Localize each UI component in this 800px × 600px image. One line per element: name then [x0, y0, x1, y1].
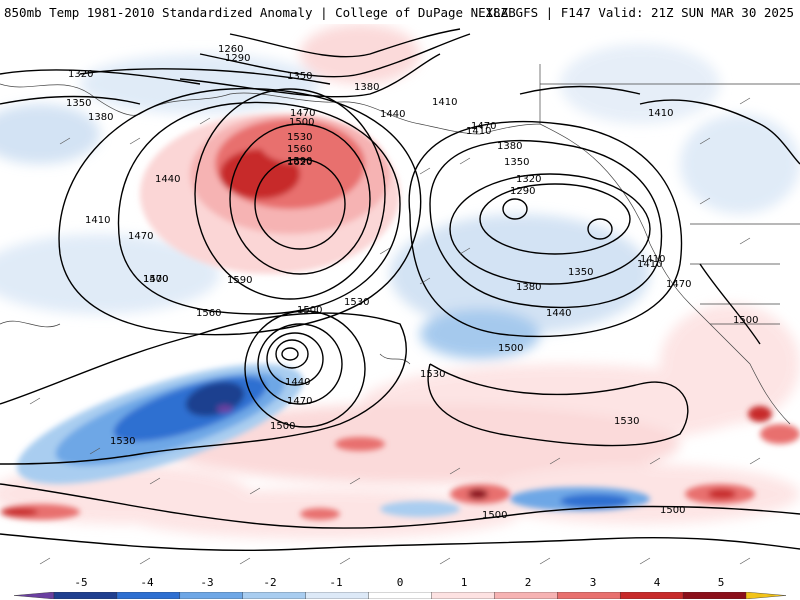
contour-label: 1500	[270, 421, 295, 432]
contour-label: 1560	[287, 144, 312, 155]
contour-label: 1440	[155, 174, 180, 185]
contour-label: 1260	[218, 44, 243, 55]
contour-label: 1440	[380, 109, 405, 120]
contour-label: 1500	[482, 510, 507, 521]
contour-label: 1380	[516, 282, 541, 293]
colorbar-label: -4	[140, 576, 154, 589]
contour-label: 1290	[225, 53, 250, 64]
model-valid-time: 18Z GFS | F147 Valid: 21Z SUN MAR 30 202…	[485, 5, 794, 20]
colorbar-swatch	[14, 592, 55, 599]
contour-label: 1500	[297, 305, 322, 316]
contour-label: 1620	[287, 157, 312, 168]
contour-label: 1440	[546, 308, 571, 319]
contour-label: 1530	[344, 297, 369, 308]
colorbar-label: -5	[74, 576, 88, 589]
contour-label: 1560	[196, 308, 221, 319]
contour-label: 1590	[287, 156, 312, 167]
contour-label: 1410	[432, 97, 457, 108]
colorbar-label: 0	[396, 576, 404, 589]
contour-label: 1380	[354, 82, 379, 93]
contour-label: 1530	[287, 132, 312, 143]
contour-label: 1350	[287, 71, 312, 82]
contour-label: 1530	[110, 436, 135, 447]
contour-label: 1350	[504, 157, 529, 168]
anomaly-colorbar: -5 -4 -3 -2 -1 0 1 2 3 4 5	[0, 576, 800, 600]
contour-label: 1410	[466, 126, 491, 137]
contour-label: 1500	[498, 343, 523, 354]
contour-label: 1350	[66, 98, 91, 109]
contour-label: 1440	[285, 377, 310, 388]
contour-label: 1470	[143, 274, 168, 285]
contour-label: 1290	[510, 186, 535, 197]
contour-label: 1500	[660, 505, 685, 516]
colorbar-label: 4	[653, 576, 661, 589]
colorbar-label: -3	[200, 576, 214, 589]
contour-label: 1500	[289, 117, 314, 128]
colorbar-swatch	[682, 592, 747, 599]
colorbar-swatch	[619, 592, 684, 599]
colorbar-swatch	[431, 592, 496, 599]
contour-label: 1530	[420, 369, 445, 380]
colorbar-label: 5	[717, 576, 725, 589]
wind-barbs	[29, 97, 761, 565]
colorbar-swatch	[53, 592, 118, 599]
contour-labels: 1260 1290 1320 1350 1350 1380 1380 1410 …	[66, 44, 758, 521]
colorbar-swatch	[745, 592, 786, 599]
colorbar-labels: -5 -4 -3 -2 -1 0 1 2 3 4 5	[0, 576, 800, 590]
contour-label: 1470	[128, 231, 153, 242]
colorbar-swatch	[368, 592, 433, 599]
colorbar-swatch	[557, 592, 621, 599]
colorbar-swatch	[494, 592, 558, 599]
colorbar-label: 1	[460, 576, 468, 589]
contour-label: 1380	[497, 141, 522, 152]
colorbar-swatch	[116, 592, 181, 599]
contour-label: 1470	[287, 396, 312, 407]
colorbar-gradient	[14, 592, 786, 599]
contour-label: 1380	[88, 112, 113, 123]
colorbar-swatch	[305, 592, 370, 599]
colorbar-label: -1	[329, 576, 343, 589]
contour-label: 1320	[516, 174, 541, 185]
contour-label: 1500	[733, 315, 758, 326]
contour-label: 1350	[568, 267, 593, 278]
colorbar-swatch	[242, 592, 307, 599]
contour-label: 1590	[227, 275, 252, 286]
contour-label: 1410	[640, 254, 665, 265]
contour-label: 1410	[648, 108, 673, 119]
anomaly-shading	[0, 24, 800, 539]
colorbar-label: 2	[524, 576, 532, 589]
colorbar-swatch	[179, 592, 244, 599]
contour-label: 1500	[143, 274, 168, 285]
contour-label: 1530	[614, 416, 639, 427]
contour-label: 1410	[637, 259, 662, 270]
product-title: 850mb Temp 1981-2010 Standardized Anomal…	[4, 5, 516, 20]
contour-label: 1470	[290, 108, 315, 119]
colorbar-label: 3	[589, 576, 597, 589]
contour-label: 1320	[68, 69, 93, 80]
anomaly-map: 1260 1290 1320 1350 1350 1380 1380 1410 …	[0, 24, 800, 576]
contour-label: 1470	[471, 121, 496, 132]
header-bar: 850mb Temp 1981-2010 Standardized Anomal…	[0, 0, 800, 24]
contour-label: 1470	[666, 279, 691, 290]
contour-label: 1410	[85, 215, 110, 226]
colorbar-label: -2	[263, 576, 277, 589]
height-contours	[0, 28, 800, 552]
